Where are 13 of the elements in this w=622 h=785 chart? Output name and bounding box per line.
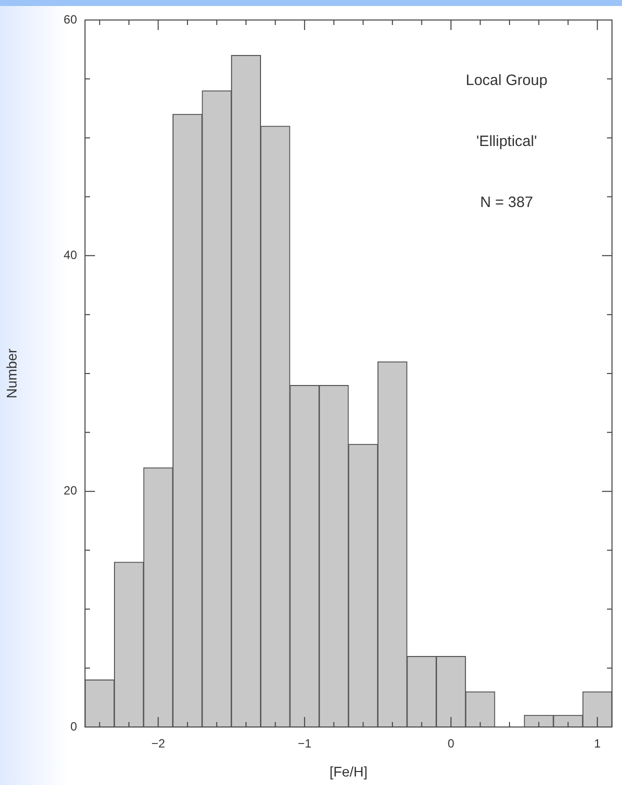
y-tick-label: 0 <box>70 719 78 734</box>
y-tick-label: 40 <box>64 248 78 262</box>
annotation: Local Group <box>466 72 548 90</box>
y-axis-title: Number <box>3 348 20 398</box>
y-tick-label: 60 <box>64 12 78 26</box>
x-tick-label: −2 <box>151 736 166 751</box>
annotation: 'Elliptical' <box>476 133 538 150</box>
x-tick-label: 0 <box>448 736 455 751</box>
x-tick-label: −1 <box>298 736 312 751</box>
x-tick-label: 1 <box>594 736 602 751</box>
annotation: N = 387 <box>480 194 534 212</box>
x-axis-title: [Fe/H] <box>329 763 368 780</box>
y-tick-label: 20 <box>64 484 78 498</box>
